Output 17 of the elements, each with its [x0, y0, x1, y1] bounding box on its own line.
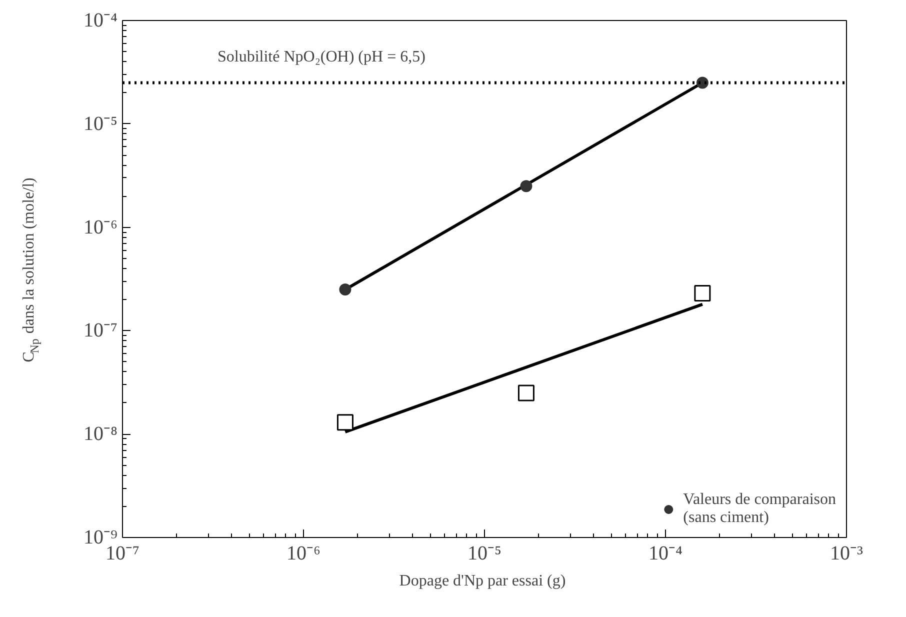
- x-tick-label: 10⁻⁷: [106, 542, 140, 564]
- x-tick-label: 10⁻⁶: [286, 542, 321, 564]
- point: [339, 284, 352, 296]
- y-axis-title: CNp dans la solution (mole/l): [20, 178, 42, 362]
- point: [336, 414, 354, 431]
- annotation: Solubilité NpO₂(OH) (pH = 6,5): [218, 48, 426, 66]
- point: [694, 285, 711, 302]
- x-axis-title: Dopage d'Np par essai (g): [399, 572, 566, 590]
- y-tick-label: 10⁻⁴: [84, 10, 118, 32]
- legend-label: Valeurs de comparaison (sans ciment): [683, 491, 836, 527]
- x-tick-label: 10⁻⁵: [468, 542, 502, 564]
- y-tick-label: 10⁻⁷: [84, 320, 118, 342]
- x-tick-label: 10⁻⁴: [648, 542, 683, 564]
- y-tick-label: 10⁻⁸: [84, 423, 118, 446]
- y-tick-label: 10⁻⁶: [84, 216, 118, 238]
- y-tick-label: 10⁻⁵: [84, 112, 118, 135]
- x-tick-label: 10⁻³: [830, 542, 863, 564]
